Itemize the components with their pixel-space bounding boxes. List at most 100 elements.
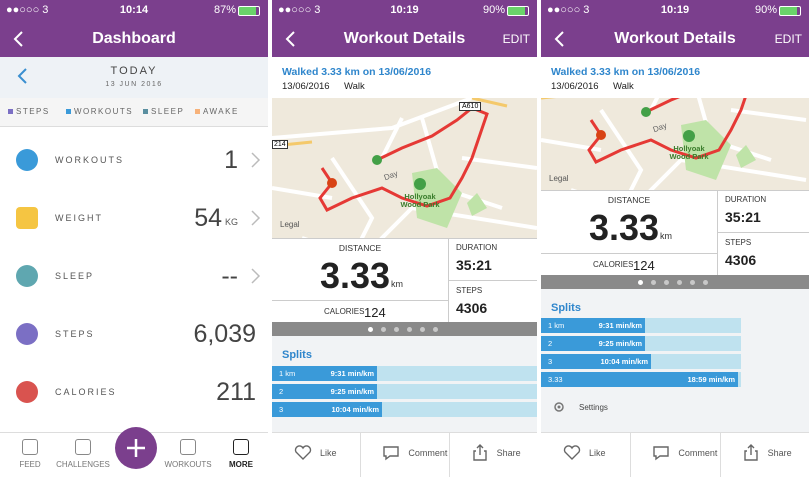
legend-label: STEPS [16,107,50,116]
back-button[interactable] [12,30,26,48]
action-icon[interactable] [652,444,670,462]
page-dot [419,327,425,332]
metric-label: WEIGHT [55,213,103,223]
clock: 10:14 [119,4,149,16]
action-divider [360,432,362,477]
tab-icon[interactable] [180,439,196,455]
split-bar [272,384,377,399]
workout-date: 13/06/2016 [282,81,330,92]
battery-icon [507,6,529,16]
workout-screen: ●●○○○ 3 10:19 90% Workout Details EDIT Walked… [272,0,537,477]
calories-value: 124 [633,258,655,273]
header-bar [541,0,809,57]
clock: 10:19 [390,4,419,16]
action-icon[interactable] [742,444,760,462]
distance-label: DISTANCE [607,195,651,205]
page-dot [703,280,708,285]
carrier: ●●○○○ 3 [278,4,321,16]
metric-icon [16,149,38,171]
tab-icon[interactable] [75,439,91,455]
settings-link[interactable]: Settings [579,403,608,412]
tab-label[interactable]: CHALLENGES [56,460,110,469]
action-label[interactable]: Like [320,448,337,458]
splits-title: Splits [551,302,581,314]
workout-summary: Walked 3.33 km on 13/06/2016 [551,66,701,78]
split-label: 1 km [279,369,296,378]
legend-label: AWAKE [203,107,239,116]
action-icon[interactable] [471,444,489,462]
action-label[interactable]: Share [496,448,521,458]
metric-unit: KG [224,217,238,227]
split-bar [272,366,377,381]
calories-value: 124 [364,305,386,320]
split-pace: 10:04 min/km [331,405,379,414]
map [272,98,537,238]
stats-divider [717,232,809,233]
page-dot [690,280,695,285]
action-label[interactable]: Share [767,448,792,458]
action-icon[interactable] [563,444,581,462]
header-bar [0,0,268,57]
page-indicator [272,322,537,336]
day-label: TODAY [110,65,158,77]
action-divider [448,432,450,477]
split-label: 3 [548,357,553,366]
workout-screen: ●●○○○ 3 10:19 90% Workout Details EDIT Walked… [541,0,809,477]
action-icon[interactable] [294,444,312,462]
stats-divider [448,280,537,281]
action-label[interactable]: Comment [408,448,448,458]
legend-label: SLEEP [151,107,185,116]
tab-icon[interactable] [233,439,249,455]
calories-label: CALORIES [324,307,365,316]
legend-swatch [66,109,71,114]
split-label: 2 [548,339,553,348]
tab-label[interactable]: FEED [19,460,41,469]
legal-link[interactable]: Legal [549,174,569,183]
metric-label: STEPS [55,329,95,339]
tab-icon[interactable] [22,439,38,455]
action-label[interactable]: Like [589,448,606,458]
edit-button[interactable]: EDIT [502,32,530,46]
page-dot [393,327,399,332]
action-bar [541,432,809,477]
stats-divider [541,253,717,254]
metric-label: SLEEP [55,271,95,281]
distance-label: DISTANCE [338,243,382,253]
splits-title: Splits [282,349,312,361]
edit-button[interactable]: EDIT [774,32,802,46]
back-button[interactable] [284,30,298,48]
legend-swatch [8,109,13,114]
split-pace: 18:59 min/km [687,375,735,384]
page-dot [367,327,373,332]
tab-label[interactable]: WORKOUTS [164,460,212,469]
stats-divider [272,300,448,301]
legend-swatch [143,109,148,114]
split-bar [541,318,645,333]
tab-label[interactable]: MORE [229,460,253,469]
page-dot [432,327,438,332]
action-label[interactable]: Comment [678,448,718,458]
road-label: 214 [272,140,288,149]
legal-link[interactable]: Legal [280,220,300,229]
split-pace: 9:31 min/km [330,369,374,378]
workout-date: 13/06/2016 [551,81,599,92]
legend-label: WORKOUTS [74,107,134,116]
back-button[interactable] [553,30,567,48]
action-icon[interactable] [382,444,400,462]
plus-icon [127,439,145,457]
add-button[interactable] [115,427,157,469]
settings-icon[interactable] [553,401,565,413]
page-dot [380,327,386,332]
action-divider [719,432,721,477]
metric-label: CALORIES [55,387,117,397]
page-dot [406,327,412,332]
split-pace: 10:04 min/km [600,357,648,366]
metric-value: 211 [216,378,256,406]
page-dot [677,280,682,285]
map [541,98,809,190]
road-label: A610 [459,102,482,111]
distance-unit: km [660,231,672,241]
prev-day[interactable] [16,67,30,85]
distance-value: 3.33 [320,255,391,296]
carrier: ●●○○○ 3 [547,4,590,16]
